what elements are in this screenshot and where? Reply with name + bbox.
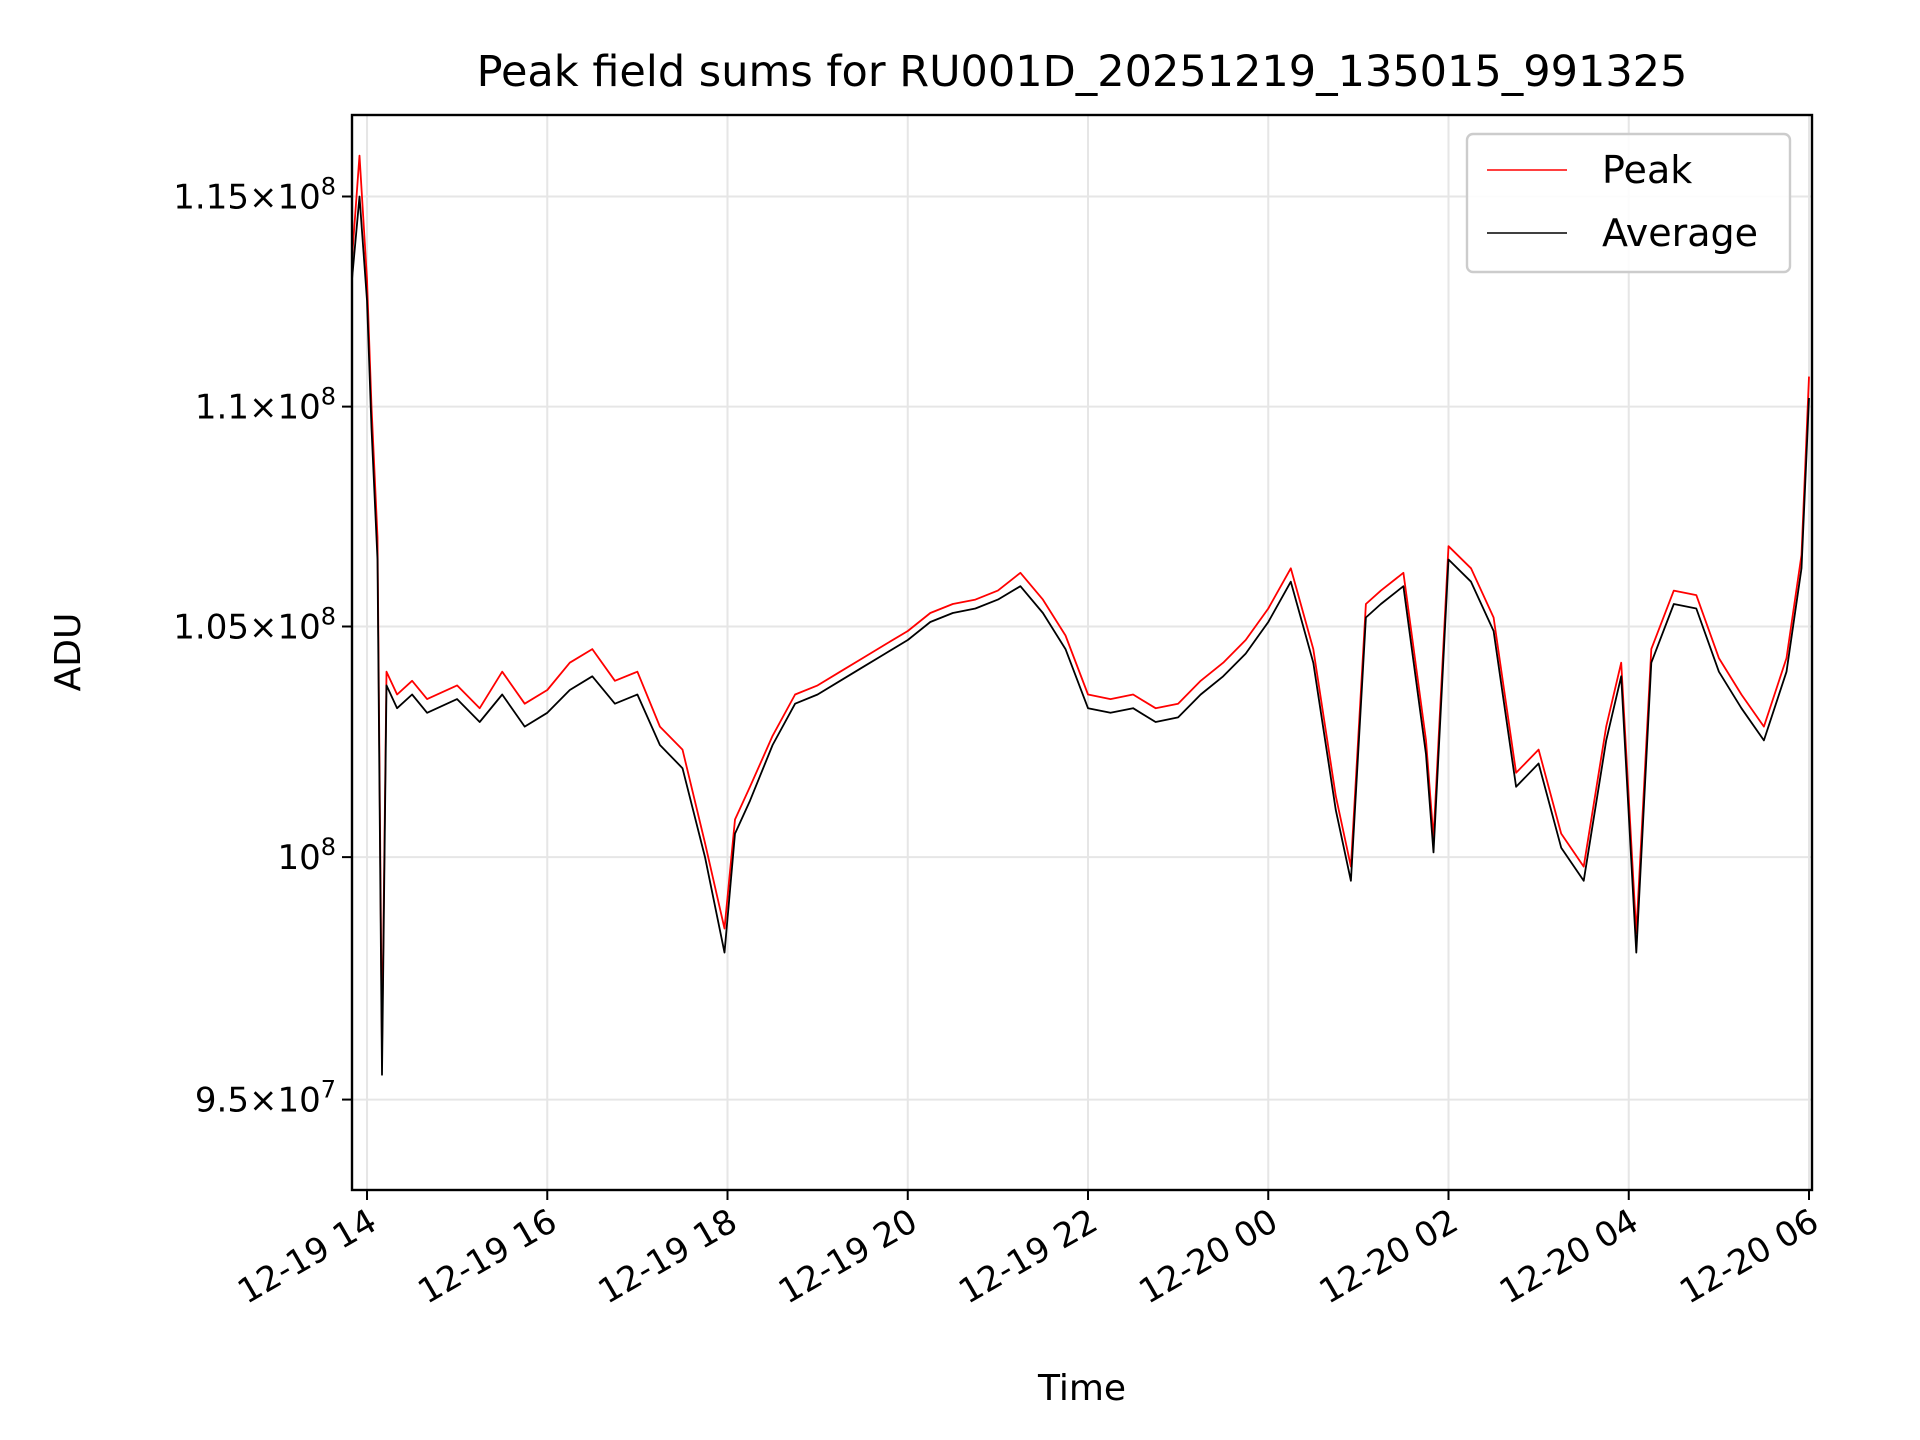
y-tick-label: 1.15×108 [173,172,336,217]
y-tick-label: 108 [277,833,336,878]
series-line-average [351,195,1810,1076]
series-line-peak [351,154,1810,1051]
y-axis-label: ADU [48,613,89,692]
y-axis-ticks: 9.5×107 108 1.05×108 1.1×108 1.15×108 [173,172,352,1121]
plot-frame [350,113,1814,1192]
legend-label-average: Average [1602,211,1758,255]
legend-label-peak: Peak [1602,148,1692,192]
legend-box [1465,132,1792,274]
series-lines [351,154,1810,1076]
y-tick-label: 1.05×108 [173,603,336,648]
x-axis-label: Time [1037,1368,1126,1409]
legend: Peak Average [1465,132,1792,274]
chart-title: Peak field sums for RU001D_20251219_1350… [477,47,1688,97]
y-tick-label: 9.5×107 [195,1076,336,1121]
y-tick-label: 1.1×108 [195,383,336,428]
